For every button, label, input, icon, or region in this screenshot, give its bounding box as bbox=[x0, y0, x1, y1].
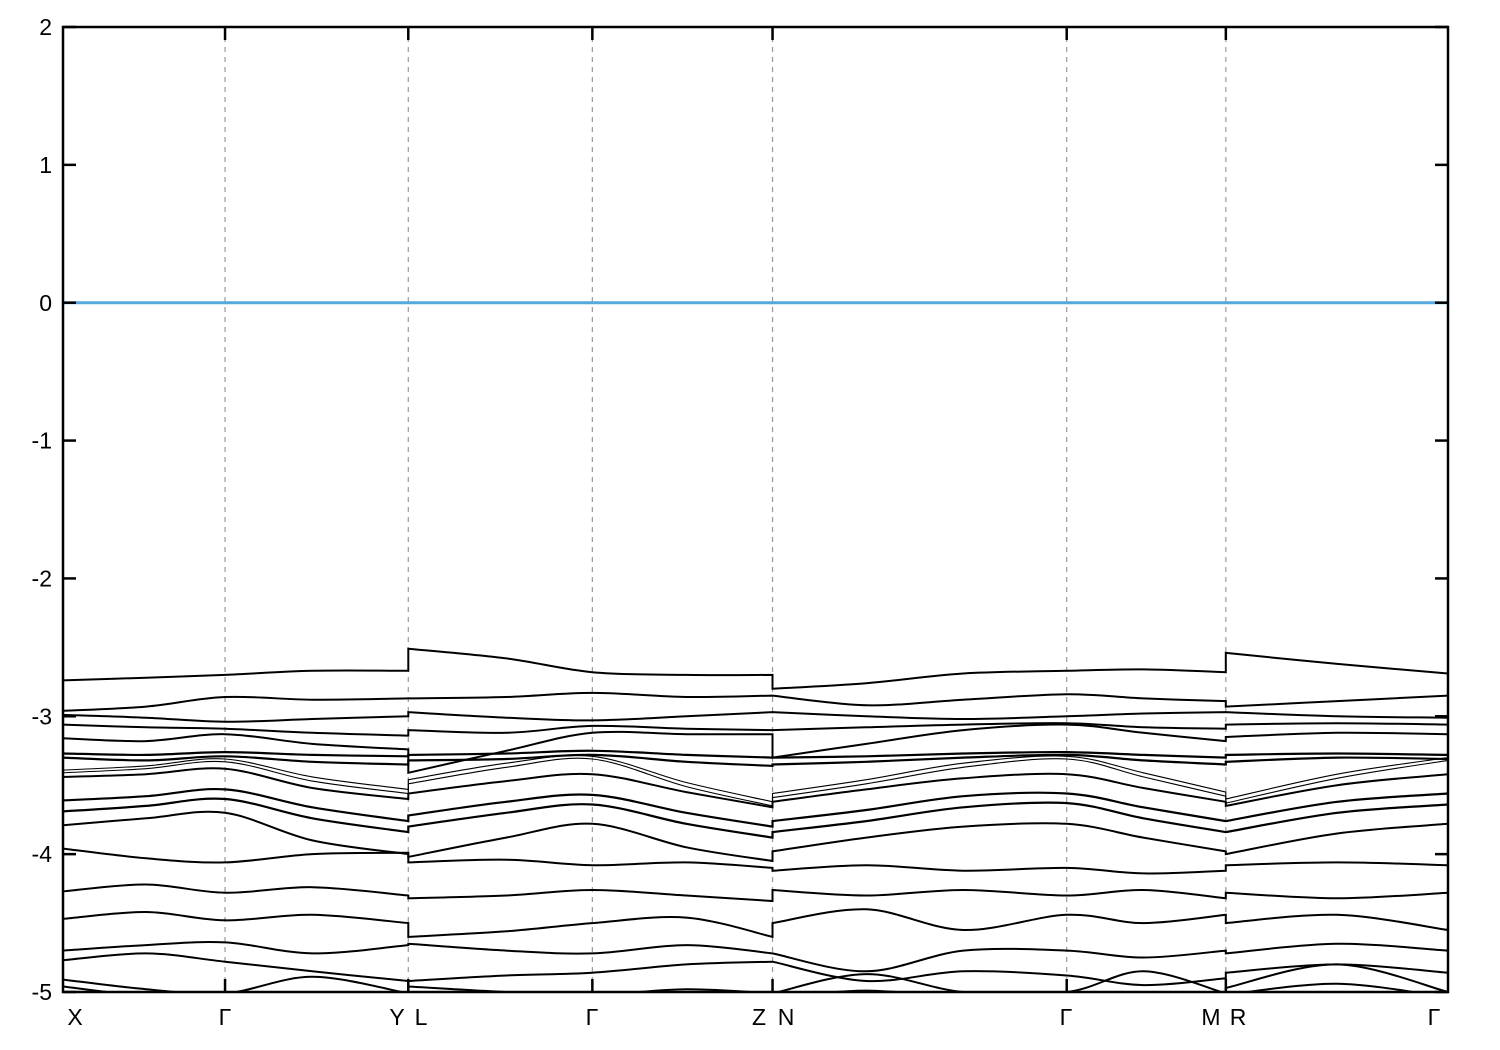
band-line bbox=[63, 754, 1448, 803]
k-point-label: Z bbox=[752, 1004, 766, 1030]
k-point-label: Γ bbox=[1060, 1004, 1073, 1030]
y-tick-label: -3 bbox=[32, 703, 52, 729]
k-point-label: Γ bbox=[219, 1004, 232, 1030]
k-point-label: R bbox=[1230, 1004, 1247, 1030]
band-line bbox=[63, 723, 1448, 775]
band-line bbox=[63, 952, 1448, 987]
band-line bbox=[63, 767, 1448, 809]
band-line bbox=[63, 753, 1448, 768]
y-tick-label: -4 bbox=[32, 841, 53, 867]
y-tick-label: -1 bbox=[32, 428, 52, 454]
y-tick-label: 1 bbox=[39, 152, 52, 178]
k-point-label: Γ bbox=[1428, 1004, 1441, 1030]
k-point-label: L bbox=[415, 1004, 428, 1030]
band-line bbox=[63, 787, 1448, 828]
y-tick-label: 0 bbox=[39, 290, 52, 316]
band-line bbox=[63, 749, 1448, 759]
band-line bbox=[63, 810, 1448, 863]
band-line bbox=[63, 797, 1448, 839]
k-point-label: Y bbox=[389, 1004, 404, 1030]
band-line bbox=[63, 691, 1448, 712]
k-point-label: N bbox=[778, 1004, 795, 1030]
band-line bbox=[63, 908, 1448, 939]
y-tick-label: -2 bbox=[32, 565, 52, 591]
y-tick-label: 2 bbox=[39, 14, 52, 40]
band-line bbox=[63, 722, 1448, 737]
band-line bbox=[63, 647, 1448, 690]
band-line bbox=[63, 963, 1448, 992]
plot-border bbox=[61, 25, 1450, 994]
k-point-label: Γ bbox=[586, 1004, 599, 1030]
y-tick-label: -5 bbox=[32, 979, 52, 1005]
k-point-label: X bbox=[67, 1004, 82, 1030]
k-point-label: M bbox=[1201, 1004, 1220, 1030]
band-line bbox=[63, 941, 1448, 973]
band-line bbox=[63, 711, 1448, 723]
band-line bbox=[63, 883, 1448, 903]
band-line bbox=[63, 847, 1448, 875]
band-line bbox=[63, 757, 1448, 807]
